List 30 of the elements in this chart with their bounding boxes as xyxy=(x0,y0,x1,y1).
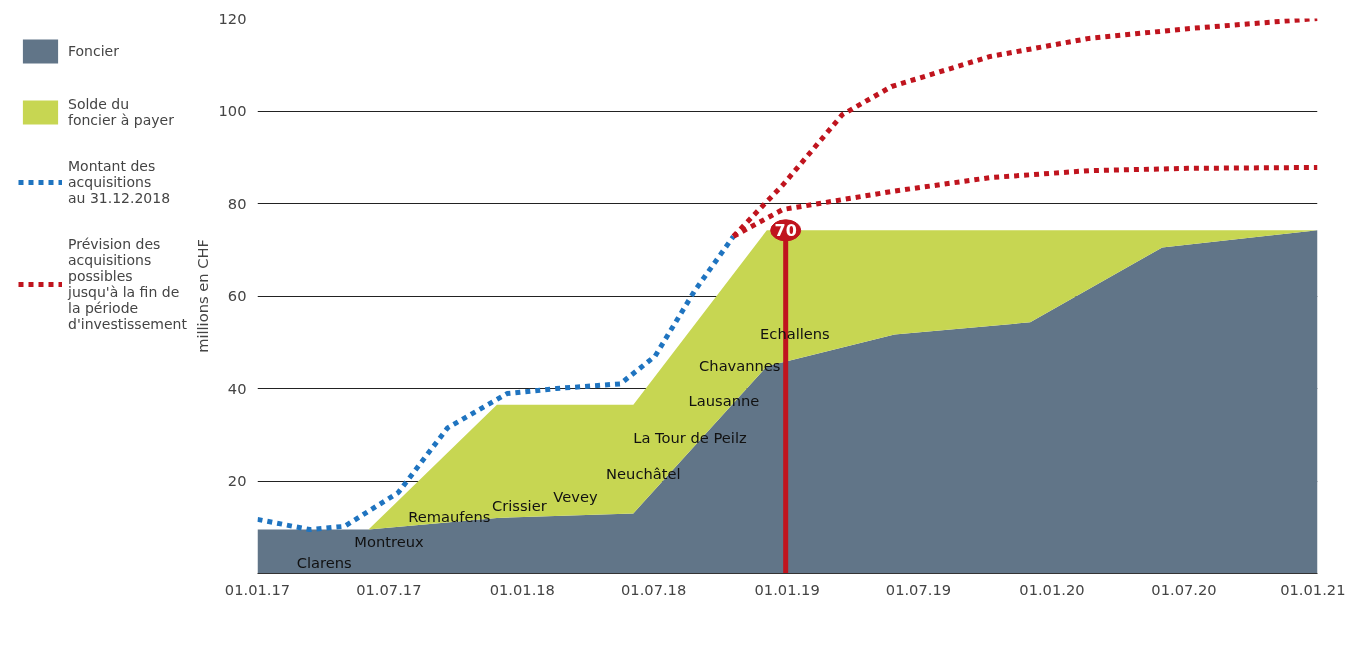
y-tick-label: 80 xyxy=(227,194,247,212)
annotation: Vevey xyxy=(553,487,598,505)
x-tick-label: 01.01.20 xyxy=(1019,580,1085,598)
x-tick-label: 01.01.21 xyxy=(1280,580,1346,598)
y-axis-title: millions en CHF xyxy=(193,239,211,353)
annotation: Clarens xyxy=(296,553,352,571)
y-tick-label: 20 xyxy=(227,472,247,489)
x-tick-label: 01.07.17 xyxy=(356,580,422,598)
annotation: Crissier xyxy=(491,496,548,514)
annotation: Chavannes xyxy=(699,356,781,374)
x-tick-label: 01.07.19 xyxy=(885,580,952,598)
legend-label: Solde du foncier à payer xyxy=(68,96,174,128)
x-tick-label: 01.01.19 xyxy=(754,580,820,598)
legend-label: Montant des acquisitions au 31.12.2018 xyxy=(68,158,171,206)
y-tick-label: 40 xyxy=(227,379,247,397)
y-tick-label: 60 xyxy=(227,287,247,304)
y-tick-label: 100 xyxy=(218,102,247,119)
annotation: La Tour de Peilz xyxy=(633,429,747,447)
y-tick-label: 120 xyxy=(218,9,247,27)
annotation: Montreux xyxy=(354,532,424,550)
legend-label: Prévision des acquisitions possibles jusqu'à la fin de la période d'investissement xyxy=(68,236,187,332)
x-tick-label: 01.07.18 xyxy=(621,580,687,598)
x-tick-label: 01.01.17 xyxy=(224,580,291,598)
annotation: Neuchâtel xyxy=(606,465,681,483)
ref-line-label: 70 xyxy=(774,221,797,241)
x-tick-label: 01.01.18 xyxy=(489,580,555,598)
legend-label: Foncier xyxy=(68,43,119,59)
annotation: Remaufens xyxy=(408,507,491,525)
annotation: Lausanne xyxy=(688,391,760,409)
x-tick-label: 01.07.20 xyxy=(1151,580,1217,598)
